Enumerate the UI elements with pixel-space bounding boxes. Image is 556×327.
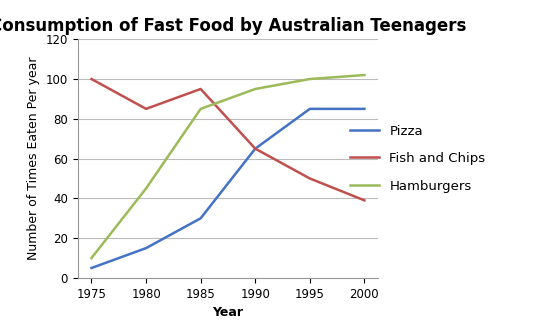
Pizza (197, 216, 204, 220)
Line: Fish and Chips: Fish and Chips (92, 79, 364, 200)
Fish and Chips (361, 198, 368, 202)
Line: Pizza: Pizza (92, 109, 364, 268)
X-axis label: Year: Year (212, 306, 244, 319)
Legend: Pizza, Fish and Chips, Hamburgers: Pizza, Fish and Chips, Hamburgers (350, 125, 485, 193)
Fish and Chips (197, 87, 204, 91)
Hamburgers (252, 87, 259, 91)
Hamburgers (306, 77, 313, 81)
Hamburgers (143, 186, 150, 190)
Pizza (88, 266, 95, 270)
Hamburgers (197, 107, 204, 111)
Hamburgers (88, 256, 95, 260)
Fish and Chips (306, 177, 313, 181)
Fish and Chips (143, 107, 150, 111)
Title: Consumption of Fast Food by Australian Teenagers: Consumption of Fast Food by Australian T… (0, 17, 466, 35)
Y-axis label: Number of Times Eaten Per year: Number of Times Eaten Per year (27, 57, 40, 260)
Pizza (143, 246, 150, 250)
Hamburgers (361, 73, 368, 77)
Line: Hamburgers: Hamburgers (92, 75, 364, 258)
Pizza (252, 147, 259, 151)
Fish and Chips (252, 147, 259, 151)
Pizza (306, 107, 313, 111)
Fish and Chips (88, 77, 95, 81)
Pizza (361, 107, 368, 111)
